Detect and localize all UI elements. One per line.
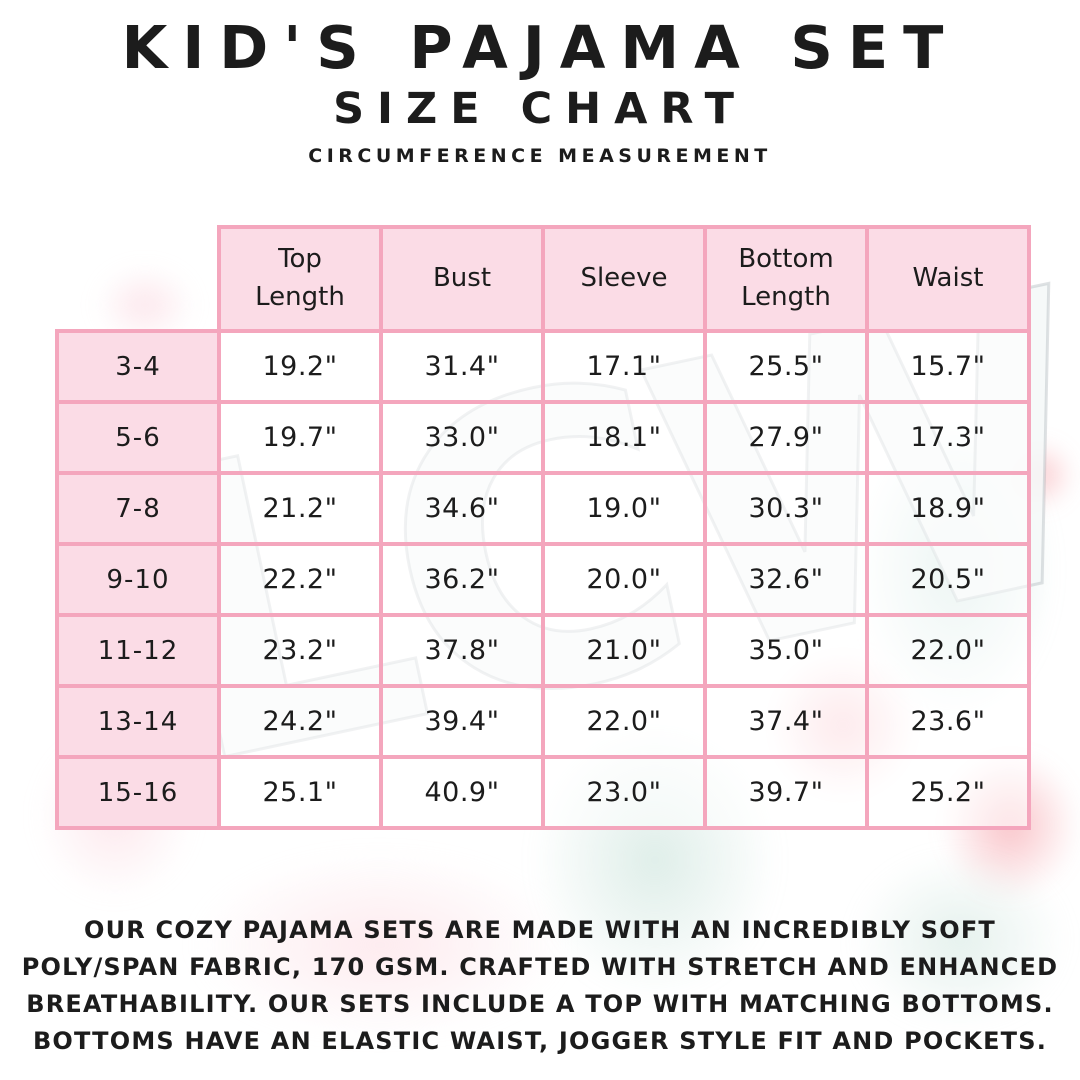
measurement-cell: 32.6" (703, 542, 869, 617)
column-header-cell: Waist (865, 225, 1031, 333)
measurement-cell: 39.4" (379, 684, 545, 759)
column-header-cell: Bust (379, 225, 545, 333)
table-row: 15-16 25.1" 40.9" 23.0" 39.7" 25.2" (55, 755, 1031, 830)
measurement-cell: 18.9" (865, 471, 1031, 546)
description: OUR COZY PAJAMA SETS ARE MADE WITH AN IN… (0, 912, 1080, 1060)
measurement-cell: 36.2" (379, 542, 545, 617)
table-row: 9-10 22.2" 36.2" 20.0" 32.6" 20.5" (55, 542, 1031, 617)
measurement-cell: 18.1" (541, 400, 707, 475)
size-chart-header-row: Top Length Bust Sleeve Bottom Length Waist (57, 225, 1031, 333)
measurement-cell: 23.2" (217, 613, 383, 688)
measurement-cell: 31.4" (379, 329, 545, 404)
description-line: BOTTOMS HAVE AN ELASTIC WAIST, JOGGER ST… (32, 1027, 1048, 1055)
measurement-cell: 21.0" (541, 613, 707, 688)
measurement-cell: 37.4" (703, 684, 869, 759)
measurement-cell: 40.9" (379, 755, 545, 830)
measurement-cell: 20.0" (541, 542, 707, 617)
measurement-cell: 37.8" (379, 613, 545, 688)
table-row: 11-12 23.2" 37.8" 21.0" 35.0" 22.0" (55, 613, 1031, 688)
measurement-cell: 19.2" (217, 329, 383, 404)
measurement-cell: 19.7" (217, 400, 383, 475)
measurement-cell: 35.0" (703, 613, 869, 688)
measurement-cell: 25.2" (865, 755, 1031, 830)
size-cell: 13-14 (55, 684, 221, 759)
size-cell: 11-12 (55, 613, 221, 688)
column-header-cell: Sleeve (541, 225, 707, 333)
measurement-cell: 20.5" (865, 542, 1031, 617)
page-title: KID'S PAJAMA SET (121, 13, 959, 82)
measurement-cell: 25.5" (703, 329, 869, 404)
measurement-cell: 17.3" (865, 400, 1031, 475)
measurement-cell: 22.0" (865, 613, 1031, 688)
measurement-cell: 25.1" (217, 755, 383, 830)
corner-cell (57, 227, 219, 331)
size-chart-body: 3-4 19.2" 31.4" 17.1" 25.5" 15.7" 5-6 19.7" 33.0… (55, 329, 1031, 830)
size-cell: 7-8 (55, 471, 221, 546)
measurement-cell: 15.7" (865, 329, 1031, 404)
column-header-cell: Bottom Length (703, 225, 869, 333)
measurement-cell: 17.1" (541, 329, 707, 404)
size-chart-table: Top Length Bust Sleeve Bottom Length Waist 3… (55, 225, 1031, 830)
measurement-cell: 23.0" (541, 755, 707, 830)
measurement-cell: 30.3" (703, 471, 869, 546)
measurement-tagline: CIRCUMFERENCE MEASUREMENT (308, 145, 772, 168)
measurement-cell: 33.0" (379, 400, 545, 475)
size-cell: 5-6 (55, 400, 221, 475)
table-row: 5-6 19.7" 33.0" 18.1" 27.9" 17.3" (55, 400, 1031, 475)
description-line: POLY/SPAN FABRIC, 170 GSM. CRAFTED WITH … (21, 953, 1059, 981)
measurement-cell: 21.2" (217, 471, 383, 546)
measurement-cell: 19.0" (541, 471, 707, 546)
table-row: 7-8 21.2" 34.6" 19.0" 30.3" 18.9" (55, 471, 1031, 546)
measurement-cell: 27.9" (703, 400, 869, 475)
measurement-cell: 34.6" (379, 471, 545, 546)
measurement-cell: 39.7" (703, 755, 869, 830)
size-cell: 9-10 (55, 542, 221, 617)
description-line: OUR COZY PAJAMA SETS ARE MADE WITH AN IN… (83, 916, 996, 944)
description-line: BREATHABILITY. OUR SETS INCLUDE A TOP WI… (26, 990, 1054, 1018)
size-cell: 3-4 (55, 329, 221, 404)
column-header-cell: Top Length (217, 225, 383, 333)
table-row: 13-14 24.2" 39.4" 22.0" 37.4" 23.6" (55, 684, 1031, 759)
table-row: 3-4 19.2" 31.4" 17.1" 25.5" 15.7" (55, 329, 1031, 404)
page-subtitle: SIZE CHART (333, 83, 747, 134)
measurement-cell: 22.2" (217, 542, 383, 617)
measurement-cell: 22.0" (541, 684, 707, 759)
measurement-cell: 24.2" (217, 684, 383, 759)
measurement-cell: 23.6" (865, 684, 1031, 759)
header: KID'S PAJAMA SET SIZE CHART CIRCUMFERENC… (0, 13, 1080, 168)
size-cell: 15-16 (55, 755, 221, 830)
